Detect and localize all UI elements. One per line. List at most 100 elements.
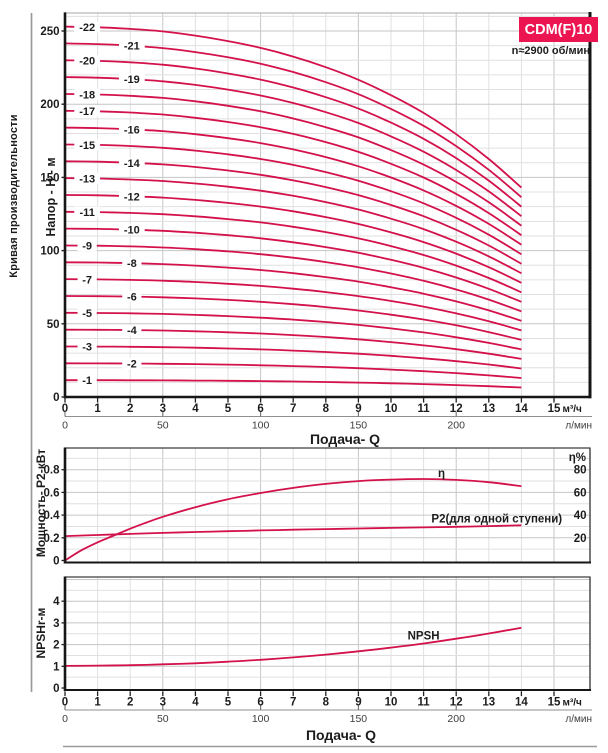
y-tick-label: 100 (40, 246, 59, 258)
curve-label-backing (77, 240, 97, 252)
stage-curve-18 (64, 93, 522, 227)
stage-curve-label-7: -7 (82, 274, 92, 286)
head-chart-grid (65, 13, 590, 397)
curve-label-backing (118, 73, 145, 85)
x-tick-label: 0 (62, 697, 68, 709)
secondary-tick-label: 150 (350, 713, 368, 725)
y-tick-label: 50 (47, 319, 60, 331)
x-tick-label: 5 (225, 403, 232, 415)
stage-curve-label-3: -3 (82, 342, 92, 354)
secondary-tick-label: 200 (447, 420, 465, 432)
secondary-tick-label: 200 (447, 713, 465, 725)
x-unit-secondary-label: л/мин (565, 421, 592, 432)
stage-curve-7 (64, 278, 522, 332)
y-tick-label: 2 (53, 640, 59, 652)
y-tick-label: 0.6 (44, 487, 60, 499)
secondary-tick-label: 150 (350, 420, 368, 432)
curve-label-backing (118, 190, 145, 202)
stage-curve-label-5: -5 (82, 308, 92, 320)
stage-curve-label-18: -18 (79, 89, 95, 101)
x-unit-primary-label: м³/ч (563, 404, 583, 415)
curve-label-backing (118, 224, 145, 236)
x-tick-label: 8 (323, 697, 330, 709)
x-tick-label: 10 (385, 697, 398, 709)
curve-label-backing (74, 172, 101, 184)
curve-label-backing (118, 157, 145, 169)
x-tick-label: 3 (160, 403, 166, 415)
secondary-tick-label: 50 (157, 713, 169, 725)
x-tick-label: 9 (355, 403, 361, 415)
secondary-tick-label: 100 (252, 420, 270, 432)
stage-curve-label-12: -12 (124, 191, 140, 203)
curve-label-backing (118, 123, 145, 135)
p2-curve (64, 524, 522, 537)
x-tick-label: 2 (127, 403, 133, 415)
secondary-tick-label: 100 (252, 713, 270, 725)
x-unit-primary-label: м³/ч (563, 698, 583, 709)
x-tick-label: 13 (482, 697, 495, 709)
stage-curve-label-22: -22 (79, 22, 95, 34)
stage-curve-label-20: -20 (79, 56, 95, 68)
right-y-tick-label: 80 (574, 465, 587, 477)
stage-curve-9 (64, 244, 522, 313)
curve-label-backing (74, 139, 101, 151)
stage-curve-1 (65, 379, 522, 389)
x-tick-label: 6 (257, 697, 263, 709)
right-y-tick-label: 20 (574, 533, 587, 545)
x-tick-label: 15 (548, 403, 561, 415)
npsh-curve-label: NPSH (408, 630, 440, 642)
left-caption: Кривая производительности (8, 114, 20, 278)
stage-curve-label-4: -4 (127, 325, 138, 337)
secondary-tick-label: 50 (157, 420, 169, 432)
x-tick-label: 4 (192, 697, 199, 709)
stage-curve-label-16: -16 (124, 124, 140, 136)
curve-label-backing (122, 291, 142, 303)
y-tick-label: 0.2 (44, 533, 60, 545)
npsh-curve (64, 626, 522, 667)
power-chart-frame (63, 447, 591, 564)
p2-curve-label: P2(для одной ступени) (431, 514, 562, 526)
y-tick-label: 250 (40, 26, 59, 38)
right-y-tick-label: 60 (574, 487, 587, 499)
x-tick-label: 11 (418, 403, 431, 415)
eta-curve-label: η (438, 468, 445, 480)
speed-note: n≈2900 об/мин (511, 45, 590, 57)
stage-curve-20 (64, 59, 522, 208)
y-tick-label: 1 (53, 661, 60, 673)
stage-curve-label-9: -9 (82, 241, 92, 253)
x-tick-label: 1 (94, 403, 101, 415)
curve-label-backing (77, 341, 97, 353)
power-chart-axes: 0 0.2 0.4 0.6 0.8 20 40 60 80 (44, 465, 587, 568)
stage-curve-label-14: -14 (124, 158, 141, 170)
x-tick-label: 10 (385, 403, 398, 415)
curve-label-backing (118, 40, 145, 52)
npsh-chart-frame (63, 576, 591, 691)
x-tick-label: 13 (482, 403, 495, 415)
stage-curve-label-1: -1 (82, 375, 92, 387)
stage-curve-label-8: -8 (127, 258, 137, 270)
stage-curve-label-15: -15 (79, 140, 95, 152)
flow-axis-label-bottom: Подача- Q (305, 727, 377, 743)
secondary-tick-label: 0 (62, 420, 68, 432)
y-tick-label: 150 (40, 172, 59, 184)
right-y-tick-label: 40 (574, 510, 587, 522)
power-chart-grid (65, 448, 590, 563)
curve-label-backing (74, 21, 101, 33)
x-tick-label: 3 (160, 697, 166, 709)
x-tick-label: 12 (450, 403, 463, 415)
stage-curve-13 (64, 177, 522, 275)
stage-curve-17 (64, 109, 522, 236)
curve-label-backing (74, 88, 101, 100)
stage-curve-label-11: -11 (80, 207, 95, 219)
x-tick-label: 9 (355, 697, 361, 709)
x-tick-label: 0 (62, 403, 68, 415)
curve-label-backing (74, 105, 101, 117)
curve-label-backing (122, 257, 142, 269)
x-tick-label: 15 (548, 697, 561, 709)
stage-curve-11 (64, 210, 522, 294)
stage-curve-label-17: -17 (79, 106, 95, 118)
x-tick-label: 11 (418, 697, 431, 709)
